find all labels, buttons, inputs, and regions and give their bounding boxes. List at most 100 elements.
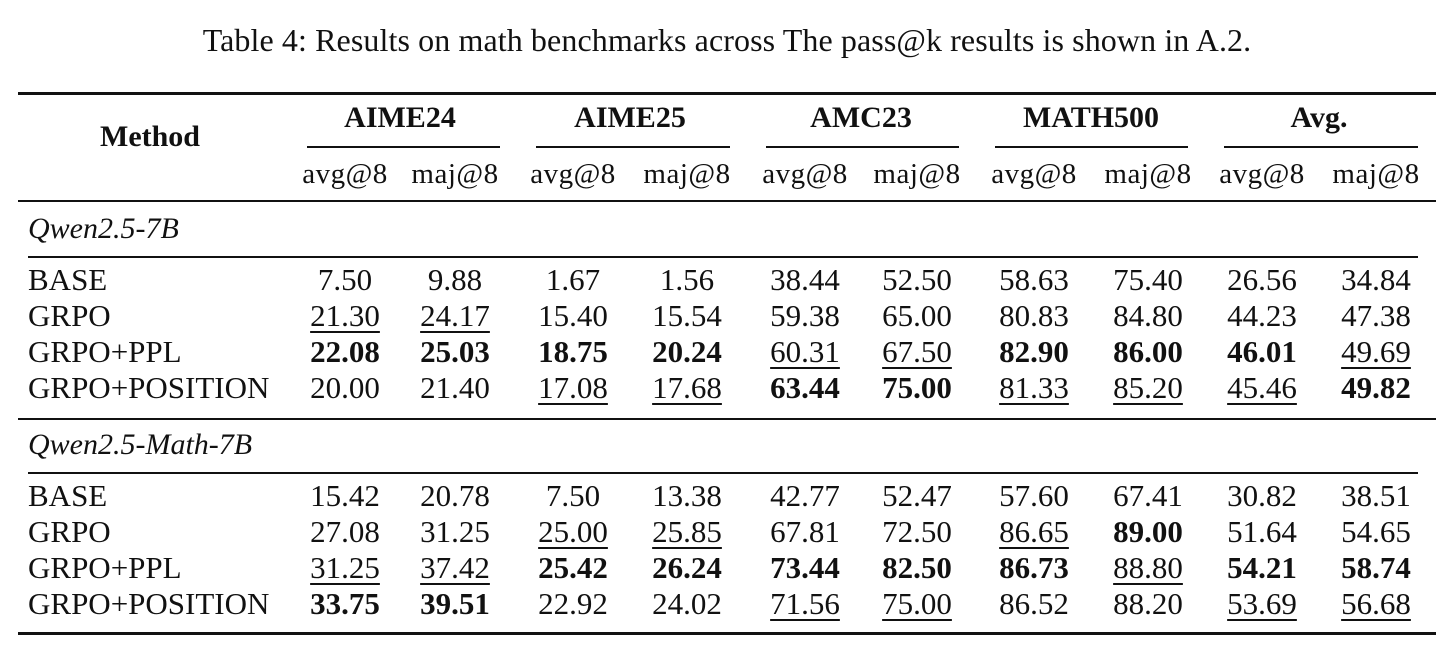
- header-rule: [18, 200, 1436, 202]
- value-cell: 75.40: [1113, 262, 1183, 297]
- metric-header: maj@8: [1104, 158, 1192, 190]
- value-cell: 18.75: [538, 334, 608, 369]
- value-cell: 1.56: [659, 262, 715, 297]
- group-title-rule: [28, 472, 1418, 474]
- value-cell: 42.77: [770, 478, 840, 513]
- value-cell: 26.24: [652, 550, 722, 585]
- value-cell: 7.50: [317, 262, 373, 297]
- benchmark-header: AIME24: [344, 101, 456, 134]
- method-name: GRPO+POSITION: [28, 370, 270, 405]
- value-cell: 1.67: [545, 262, 601, 297]
- benchmark-header: AIME25: [574, 101, 686, 134]
- value-cell: 45.46: [1227, 370, 1297, 405]
- value-cell: 38.51: [1341, 478, 1411, 513]
- value-cell: 54.65: [1341, 514, 1411, 549]
- benchmark-cmidrule: [766, 146, 959, 148]
- value-cell: 15.54: [652, 298, 722, 333]
- value-cell: 21.30: [310, 298, 380, 333]
- value-cell: 31.25: [310, 550, 380, 585]
- value-cell: 17.08: [538, 370, 608, 405]
- value-cell: 86.65: [999, 514, 1069, 549]
- value-cell: 46.01: [1227, 334, 1297, 369]
- value-cell: 20.24: [652, 334, 722, 369]
- value-cell: 30.82: [1227, 478, 1297, 513]
- table-caption: Table 4: Results on math benchmarks acro…: [202, 22, 1252, 58]
- value-cell: 73.44: [770, 550, 840, 585]
- value-cell: 38.44: [770, 262, 840, 297]
- value-cell: 65.00: [882, 298, 952, 333]
- value-cell: 86.73: [999, 550, 1069, 585]
- value-cell: 22.08: [310, 334, 380, 369]
- value-cell: 54.21: [1227, 550, 1297, 585]
- benchmark-cmidrule: [1224, 146, 1418, 148]
- metric-header: maj@8: [643, 158, 731, 190]
- group-title-rule: [28, 256, 1418, 258]
- value-cell: 51.64: [1227, 514, 1297, 549]
- bottom-rule: [18, 632, 1436, 635]
- value-cell: 58.63: [999, 262, 1069, 297]
- value-cell: 56.68: [1341, 586, 1411, 621]
- value-cell: 53.69: [1227, 586, 1297, 621]
- benchmark-cmidrule: [536, 146, 730, 148]
- method-name: GRPO: [28, 514, 111, 549]
- value-cell: 85.20: [1113, 370, 1183, 405]
- value-cell: 81.33: [999, 370, 1069, 405]
- value-cell: 86.00: [1113, 334, 1183, 369]
- value-cell: 7.50: [545, 478, 601, 513]
- group-separator-rule: [18, 418, 1436, 420]
- method-name: GRPO+POSITION: [28, 586, 270, 621]
- value-cell: 25.00: [538, 514, 608, 549]
- value-cell: 88.80: [1113, 550, 1183, 585]
- benchmark-cmidrule: [995, 146, 1188, 148]
- value-cell: 89.00: [1113, 514, 1183, 549]
- method-name: BASE: [28, 262, 108, 297]
- benchmark-header: AMC23: [810, 101, 912, 134]
- value-cell: 21.40: [420, 370, 490, 405]
- metric-header: maj@8: [873, 158, 961, 190]
- value-cell: 44.23: [1227, 298, 1297, 333]
- value-cell: 82.90: [999, 334, 1069, 369]
- value-cell: 49.69: [1341, 334, 1411, 369]
- value-cell: 67.50: [882, 334, 952, 369]
- value-cell: 33.75: [310, 586, 380, 621]
- value-cell: 34.84: [1341, 262, 1411, 297]
- value-cell: 71.56: [770, 586, 840, 621]
- value-cell: 82.50: [882, 550, 952, 585]
- group-title: Qwen2.5-Math-7B: [28, 428, 253, 461]
- benchmark-header: MATH500: [1022, 101, 1160, 134]
- value-cell: 67.81: [770, 514, 840, 549]
- value-cell: 47.38: [1341, 298, 1411, 333]
- value-cell: 13.38: [652, 478, 722, 513]
- value-cell: 17.68: [652, 370, 722, 405]
- value-cell: 63.44: [770, 370, 840, 405]
- metric-header: avg@8: [302, 158, 388, 190]
- value-cell: 15.42: [310, 478, 380, 513]
- value-cell: 75.00: [882, 370, 952, 405]
- value-cell: 75.00: [882, 586, 952, 621]
- metric-header: maj@8: [411, 158, 499, 190]
- value-cell: 20.00: [310, 370, 380, 405]
- value-cell: 88.20: [1113, 586, 1183, 621]
- value-cell: 15.40: [538, 298, 608, 333]
- top-rule: [18, 92, 1436, 95]
- value-cell: 39.51: [420, 586, 490, 621]
- value-cell: 57.60: [999, 478, 1069, 513]
- method-name: GRPO: [28, 298, 111, 333]
- value-cell: 84.80: [1113, 298, 1183, 333]
- value-cell: 25.42: [538, 550, 608, 585]
- value-cell: 86.52: [999, 586, 1069, 621]
- value-cell: 59.38: [770, 298, 840, 333]
- value-cell: 37.42: [420, 550, 490, 585]
- value-cell: 52.47: [882, 478, 952, 513]
- metric-header: avg@8: [991, 158, 1077, 190]
- value-cell: 31.25: [420, 514, 490, 549]
- value-cell: 72.50: [882, 514, 952, 549]
- metric-header: avg@8: [1219, 158, 1305, 190]
- method-header: Method: [100, 120, 200, 153]
- value-cell: 20.78: [420, 478, 490, 513]
- metric-header: avg@8: [530, 158, 616, 190]
- value-cell: 67.41: [1113, 478, 1183, 513]
- value-cell: 27.08: [310, 514, 380, 549]
- value-cell: 25.85: [652, 514, 722, 549]
- value-cell: 60.31: [770, 334, 840, 369]
